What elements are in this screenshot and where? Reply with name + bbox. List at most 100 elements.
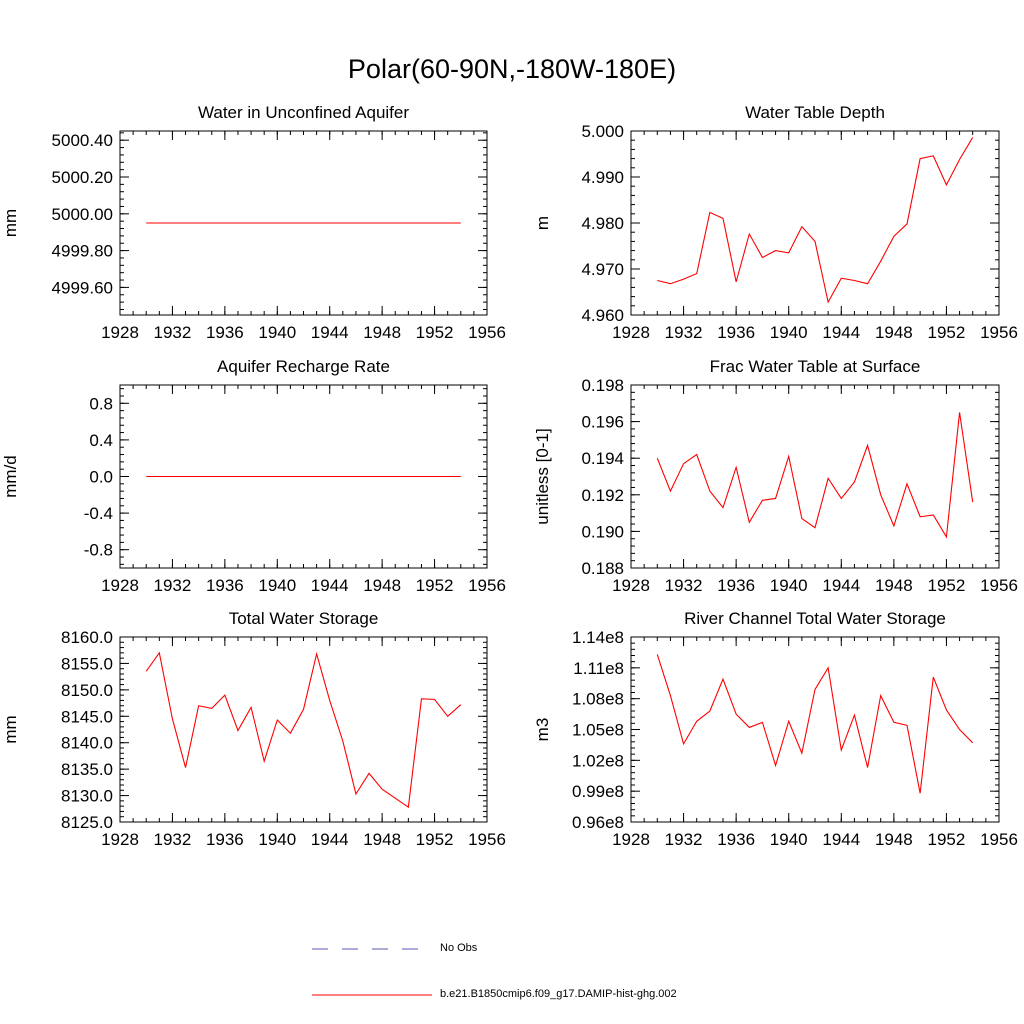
y-tick-label: 0.190 xyxy=(581,522,624,541)
x-tick-label: 1940 xyxy=(258,323,296,342)
y-tick-label: 0.192 xyxy=(581,486,624,505)
x-tick-label: 1932 xyxy=(665,830,703,849)
y-tick-label: 1.02e8 xyxy=(572,751,624,770)
x-tick-label: 1928 xyxy=(101,830,139,849)
x-tick-label: 1952 xyxy=(416,576,454,595)
x-tick-label: 1944 xyxy=(822,830,860,849)
y-axis-label: m xyxy=(533,216,552,230)
x-tick-label: 1948 xyxy=(363,576,401,595)
x-tick-label: 1944 xyxy=(311,323,349,342)
y-tick-label: 4.960 xyxy=(581,306,624,325)
y-tick-label: 1.05e8 xyxy=(572,721,624,740)
x-tick-label: 1936 xyxy=(717,830,755,849)
y-tick-label: 1.11e8 xyxy=(573,659,624,678)
series-line xyxy=(656,412,974,539)
y-tick-label: 4.970 xyxy=(581,260,624,279)
y-tick-label: 8125.0 xyxy=(61,813,113,832)
y-tick-label: 8130.0 xyxy=(61,787,113,806)
x-tick-label: 1936 xyxy=(206,323,244,342)
y-tick-label: 8160.0 xyxy=(61,628,113,647)
x-tick-label: 1940 xyxy=(258,830,296,849)
y-tick-label: 5000.00 xyxy=(52,205,113,224)
y-tick-label: 5000.40 xyxy=(52,131,113,150)
series-line xyxy=(145,651,462,809)
y-tick-label: -0.8 xyxy=(84,541,113,560)
x-tick-label: 1948 xyxy=(363,323,401,342)
y-tick-label: 0.8 xyxy=(89,394,113,413)
x-tick-label: 1944 xyxy=(311,576,349,595)
x-tick-label: 1952 xyxy=(928,830,966,849)
x-tick-label: 1932 xyxy=(154,830,192,849)
chart-panel-2: Water Table Depth 1928 1932 1936 1940 1944 194… xyxy=(533,103,1018,342)
x-tick-label: 1936 xyxy=(717,576,755,595)
x-tick-label: 1952 xyxy=(928,576,966,595)
x-tick-label: 1932 xyxy=(154,576,192,595)
chart-panel-6: River Channel Total Water Storage 1928 193… xyxy=(533,609,1018,849)
x-tick-label: 1928 xyxy=(101,576,139,595)
x-tick-label: 1928 xyxy=(612,576,650,595)
x-tick-label: 1948 xyxy=(875,323,913,342)
x-tick-label: 1948 xyxy=(875,830,913,849)
y-tick-label: 4999.60 xyxy=(52,278,113,297)
x-tick-label: 1932 xyxy=(665,323,703,342)
y-axis-label: mm xyxy=(1,715,20,743)
y-tick-label: 8140.0 xyxy=(61,734,113,753)
x-tick-label: 1956 xyxy=(980,323,1018,342)
chart-panel-3: Aquifer Recharge Rate 1928 1932 1936 1940 194… xyxy=(1,357,506,595)
chart-title: Water Table Depth xyxy=(745,103,885,122)
x-tick-label: 1940 xyxy=(258,576,296,595)
y-axis-label: m3 xyxy=(533,718,552,742)
x-tick-label: 1948 xyxy=(363,830,401,849)
chart-title: River Channel Total Water Storage xyxy=(684,609,946,628)
legend-model-label: b.e21.B1850cmip6.f09_g17.DAMIP-hist-ghg.… xyxy=(440,988,677,1000)
y-tick-label: 0.96e8 xyxy=(572,813,624,832)
y-axis-label: unitless [0-1] xyxy=(533,428,552,524)
y-tick-label: 0.194 xyxy=(581,449,624,468)
y-tick-label: 1.08e8 xyxy=(572,690,624,709)
y-tick-label: -0.4 xyxy=(84,504,113,523)
y-tick-label: 0.188 xyxy=(581,559,624,578)
x-tick-label: 1932 xyxy=(665,576,703,595)
y-tick-label: 0.0 xyxy=(89,468,113,487)
x-tick-label: 1952 xyxy=(928,323,966,342)
series-line xyxy=(656,654,974,794)
x-tick-label: 1956 xyxy=(980,830,1018,849)
x-tick-label: 1940 xyxy=(770,830,808,849)
y-axis-label: mm/d xyxy=(1,455,20,498)
y-tick-label: 4999.80 xyxy=(52,242,113,261)
chart-title: Water in Unconfined Aquifer xyxy=(198,103,409,122)
y-tick-label: 4.980 xyxy=(581,214,624,233)
y-tick-label: 8145.0 xyxy=(61,707,113,726)
x-tick-label: 1944 xyxy=(822,323,860,342)
series-line xyxy=(657,137,974,304)
x-tick-label: 1952 xyxy=(416,830,454,849)
x-tick-label: 1936 xyxy=(717,323,755,342)
x-tick-label: 1928 xyxy=(612,323,650,342)
x-tick-label: 1928 xyxy=(101,323,139,342)
y-tick-label: 0.196 xyxy=(581,413,624,432)
x-tick-label: 1940 xyxy=(770,323,808,342)
x-tick-label: 1932 xyxy=(154,323,192,342)
chart-panel-4: Frac Water Table at Surface 1928 1932 1936 1… xyxy=(533,357,1018,595)
x-tick-label: 1944 xyxy=(822,576,860,595)
chart-panel-5: Total Water Storage 1928 1932 1936 1940 1944 1… xyxy=(1,609,506,849)
y-tick-label: 4.990 xyxy=(581,168,624,187)
x-tick-label: 1944 xyxy=(311,830,349,849)
y-tick-label: 5000.20 xyxy=(52,168,113,187)
x-tick-label: 1948 xyxy=(875,576,913,595)
chart-title: Total Water Storage xyxy=(229,609,379,628)
x-tick-label: 1936 xyxy=(206,830,244,849)
y-tick-label: 8135.0 xyxy=(61,760,113,779)
y-axis-label: mm xyxy=(1,209,20,237)
chart-title: Frac Water Table at Surface xyxy=(710,357,921,376)
x-tick-label: 1956 xyxy=(468,576,506,595)
y-tick-label: 0.4 xyxy=(89,431,113,450)
x-tick-label: 1956 xyxy=(468,323,506,342)
x-tick-label: 1956 xyxy=(468,830,506,849)
y-tick-label: 5.000 xyxy=(581,122,624,141)
x-tick-label: 1956 xyxy=(980,576,1018,595)
y-tick-label: 8150.0 xyxy=(61,681,113,700)
x-tick-label: 1940 xyxy=(770,576,808,595)
legend-obs-label: No Obs xyxy=(440,942,478,954)
